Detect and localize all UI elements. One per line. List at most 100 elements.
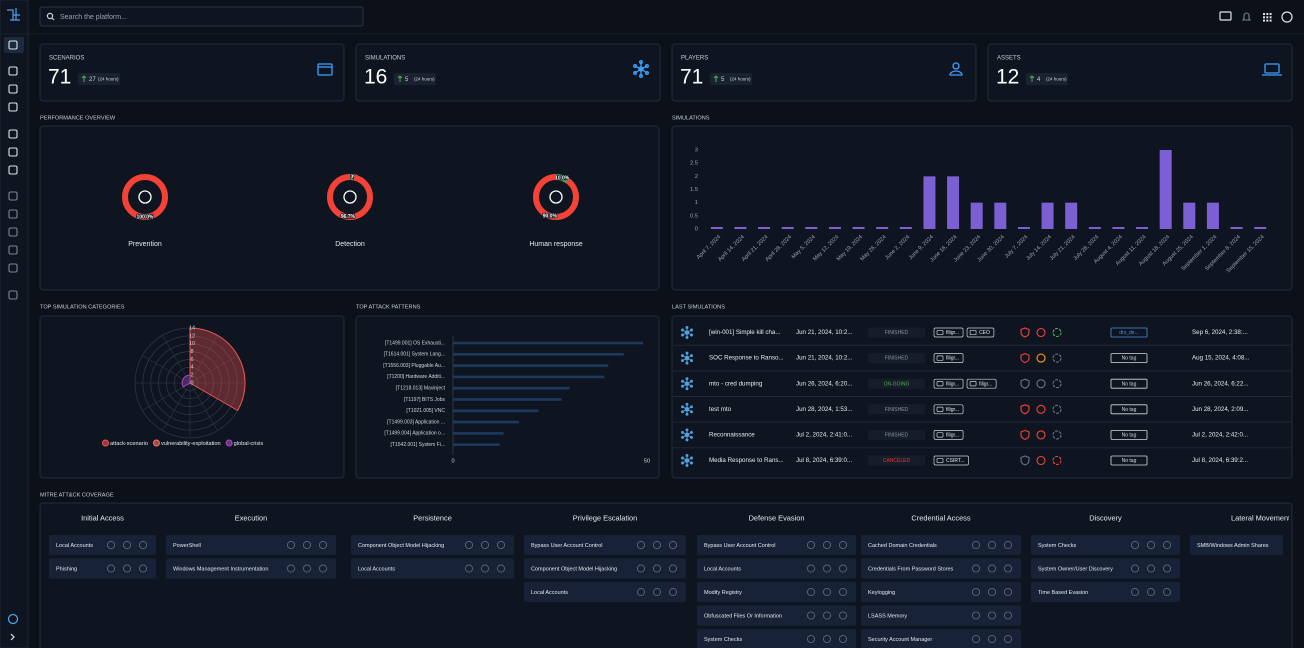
technique-cell[interactable] (697, 629, 856, 648)
bar (453, 353, 624, 356)
icon-part (639, 74, 643, 78)
technique-cell[interactable] (861, 558, 1021, 579)
tactic-name: Credential Access (911, 513, 970, 522)
legend-label: attack-scenario (110, 441, 148, 447)
nav-icon[interactable] (8, 209, 18, 219)
technique-cell[interactable] (166, 535, 336, 555)
icon-part (949, 70, 963, 76)
result-icon (1036, 430, 1046, 440)
icon-part (690, 430, 693, 434)
technique-cell[interactable] (697, 535, 856, 555)
icon-part (681, 328, 684, 332)
technique-cell[interactable] (1031, 582, 1180, 602)
nav-icon[interactable] (8, 147, 18, 157)
icon-part (681, 354, 684, 358)
icon-screens[interactable] (1219, 11, 1232, 21)
technique-cell[interactable] (351, 535, 514, 555)
bar (994, 202, 1007, 229)
technique-name: Obfuscated Files Or Information (704, 613, 782, 619)
technique-name: Windows Management Instrumentation (173, 566, 268, 572)
technique-cell[interactable] (861, 582, 1021, 602)
technique-cell[interactable] (524, 558, 686, 579)
icon-bell[interactable] (1241, 12, 1252, 21)
sim-target: filigr... (979, 381, 992, 387)
nav-icon[interactable] (8, 40, 18, 50)
icon-part (645, 64, 649, 68)
icon-part (639, 60, 643, 64)
kpi-delta-box (710, 73, 752, 85)
technique-icon (106, 540, 116, 550)
nav-icon[interactable] (8, 245, 18, 255)
bar (453, 432, 504, 435)
kpi-icon (633, 60, 649, 78)
sim-name: mto - cred dumping (709, 380, 763, 387)
bar (781, 227, 794, 229)
technique-cell[interactable] (524, 535, 686, 555)
result-icon (1020, 429, 1030, 440)
nav-icon[interactable] (8, 227, 18, 237)
technique-cell[interactable] (1190, 535, 1283, 555)
icon-part (685, 326, 689, 329)
bar (947, 176, 960, 229)
technique-cell[interactable] (697, 605, 856, 626)
tag-chip (1110, 455, 1148, 466)
nav-icon[interactable] (8, 191, 18, 201)
kpi-icon (1262, 63, 1282, 76)
polar-spoke (189, 355, 238, 384)
kpi-delta-arrow (397, 75, 403, 82)
technique-icon (987, 540, 997, 550)
y-category-label: [T1614.001] System Lang... (384, 352, 445, 358)
icon-part (681, 456, 684, 460)
technique-cell[interactable] (166, 558, 336, 579)
nav-icon[interactable] (8, 129, 18, 139)
technique-cell[interactable] (351, 558, 514, 579)
row-icon (681, 326, 693, 339)
tag-chip (1110, 327, 1148, 338)
sim-target: filigr... (946, 381, 959, 387)
sim-name: Reconnaissance (709, 432, 755, 439)
nav-icon[interactable] (8, 66, 18, 76)
technique-cell[interactable] (1031, 558, 1180, 579)
technique-icon (302, 540, 312, 550)
nav-icon[interactable] (8, 102, 18, 112)
technique-cell[interactable] (49, 558, 156, 579)
r-tick-label: 4 (190, 365, 193, 371)
nav-globe[interactable] (7, 613, 19, 625)
sim-start: Jun 28, 2024, 1:53... (796, 406, 853, 413)
search-box[interactable] (39, 6, 364, 27)
target-chip (933, 404, 964, 415)
tag-chip (1110, 429, 1148, 440)
nav-icon[interactable] (8, 165, 18, 175)
technique-cell[interactable] (697, 558, 856, 579)
technique-cell[interactable] (861, 605, 1021, 626)
technique-name: Bypass User Account Control (531, 543, 603, 549)
icon-apps[interactable] (1263, 13, 1272, 22)
technique-icon (822, 540, 832, 550)
nav-expand[interactable] (10, 633, 15, 641)
bar (1088, 227, 1101, 229)
technique-cell[interactable] (861, 535, 1021, 555)
logo[interactable] (7, 8, 20, 21)
technique-name: PowerShell (173, 543, 201, 549)
bar (453, 398, 562, 401)
technique-cell[interactable] (861, 629, 1021, 648)
apps-dot (1266, 16, 1269, 19)
technique-cell[interactable] (697, 582, 856, 602)
icon-user[interactable] (1281, 11, 1293, 23)
technique-name: System Checks (704, 637, 742, 643)
technique-cell[interactable] (524, 582, 686, 602)
nav-icon[interactable] (8, 290, 18, 300)
technique-name: Phishing (56, 566, 77, 572)
nav-icon[interactable] (8, 263, 18, 273)
technique-cell[interactable] (1031, 535, 1180, 555)
icon-part (681, 430, 684, 434)
section-title: PERFORMANCE OVERVIEW (40, 115, 116, 121)
gauge-value-label: 10.0% (555, 175, 570, 181)
technique-cell[interactable] (49, 535, 156, 555)
kpi-delta-arrow (713, 75, 719, 82)
tactic-name: Discovery (1089, 513, 1122, 522)
nav-icon[interactable] (8, 84, 18, 94)
r-tick-label: 6 (190, 357, 193, 363)
bar (828, 227, 841, 229)
